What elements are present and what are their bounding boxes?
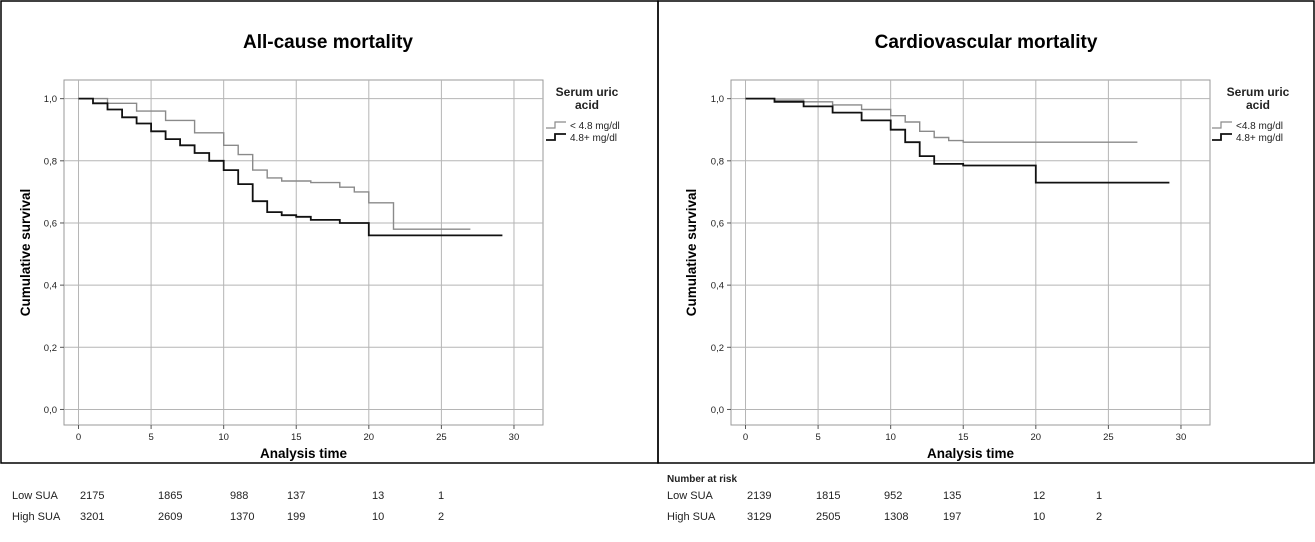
risk-cell: 952 [884,490,903,502]
legend-title: acid [575,98,599,112]
legend-title: acid [1246,98,1270,112]
y-tick-label: 0,6 [44,218,57,229]
legend-swatch [546,133,566,141]
x-axis-label: Analysis time [927,446,1015,461]
y-tick-label: 0,8 [711,156,724,167]
x-tick-label: 25 [1103,432,1114,443]
survival-curve-low [78,97,471,230]
x-tick-label: 15 [958,432,969,443]
x-tick-label: 10 [218,432,229,443]
risk-cell: 2609 [158,511,183,523]
risk-cell: 988 [230,490,249,502]
risk-row-label: High SUA [12,511,61,523]
risk-cell: 199 [287,511,306,523]
y-tick-label: 0,2 [711,343,724,354]
risk-cell: 197 [943,511,962,523]
x-tick-label: 25 [436,432,447,443]
risk-cell: 1 [1096,490,1103,502]
y-tick-label: 0,4 [711,281,724,292]
x-tick-label: 5 [148,432,153,443]
x-axis-label: Analysis time [260,446,348,461]
chart-title: All-cause mortality [243,32,413,53]
risk-row-label: Low SUA [667,490,713,502]
risk-cell: 3129 [747,511,772,523]
x-tick-label: 10 [885,432,896,443]
panel-frame [0,0,659,464]
plot-area [730,79,1211,426]
survival-curve-high [745,97,1170,184]
survival-curve-high [78,97,503,237]
risk-cell: 2175 [80,490,105,502]
y-axis-label: Cumulative survival [18,189,33,317]
x-tick-label: 15 [291,432,302,443]
x-tick-label: 30 [1176,432,1187,443]
risk-cell: 1865 [158,490,183,502]
risk-cell: 1 [438,490,445,502]
risk-table-heading: Number at risk [667,474,738,485]
risk-cell: 2 [1096,511,1103,523]
x-tick-label: 5 [815,432,820,443]
legend-title: Serum uric [556,85,619,99]
x-tick-label: 0 [743,432,748,443]
risk-cell: 2 [438,511,445,523]
risk-cell: 10 [372,511,385,523]
risk-row-label: Low SUA [12,490,58,502]
panel-frame [657,0,1315,464]
risk-cell: 137 [287,490,306,502]
risk-row-label: High SUA [667,511,716,523]
chart-panel-2: Cardiovascular mortality 0,0 0,2 0,4 0,6 0,8 1… [657,0,1315,464]
risk-cell: 135 [943,490,962,502]
y-tick-label: 0,0 [44,405,57,416]
legend-entry: < 4.8 mg/dl [570,121,620,132]
chart-panel-1: All-cause mortality 0,0 0,2 0,4 0,6 0,8 1,0 0 5 1… [0,0,659,464]
y-tick-label: 0,6 [711,218,724,229]
risk-cell: 1308 [884,511,909,523]
legend-entry: <4.8 mg/dl [1236,121,1283,132]
legend-entry: 4.8+ mg/dl [1236,133,1283,144]
chart-title: Cardiovascular mortality [875,32,1098,53]
risk-cell: 13 [372,490,385,502]
legend-swatch [1212,121,1232,129]
plot-area [63,79,544,426]
y-tick-label: 0,2 [44,343,57,354]
y-tick-label: 1,0 [711,94,724,105]
legend-entry: 4.8+ mg/dl [570,133,617,144]
risk-cell: 2139 [747,490,772,502]
legend-swatch [546,121,566,129]
y-axis-label: Cumulative survival [684,189,699,317]
x-tick-label: 0 [76,432,81,443]
risk-cell: 1370 [230,511,255,523]
y-tick-label: 1,0 [44,94,57,105]
legend-swatch [1212,133,1232,141]
y-tick-label: 0,4 [44,281,57,292]
y-tick-label: 0,8 [44,156,57,167]
risk-cell: 3201 [80,511,105,523]
risk-cell: 1815 [816,490,841,502]
risk-cell: 12 [1033,490,1046,502]
x-tick-label: 20 [1031,432,1042,443]
x-tick-label: 20 [364,432,375,443]
legend-title: Serum uric [1227,85,1290,99]
risk-cell: 10 [1033,511,1046,523]
y-tick-label: 0,0 [711,405,724,416]
risk-cell: 2505 [816,511,841,523]
x-tick-label: 30 [509,432,520,443]
